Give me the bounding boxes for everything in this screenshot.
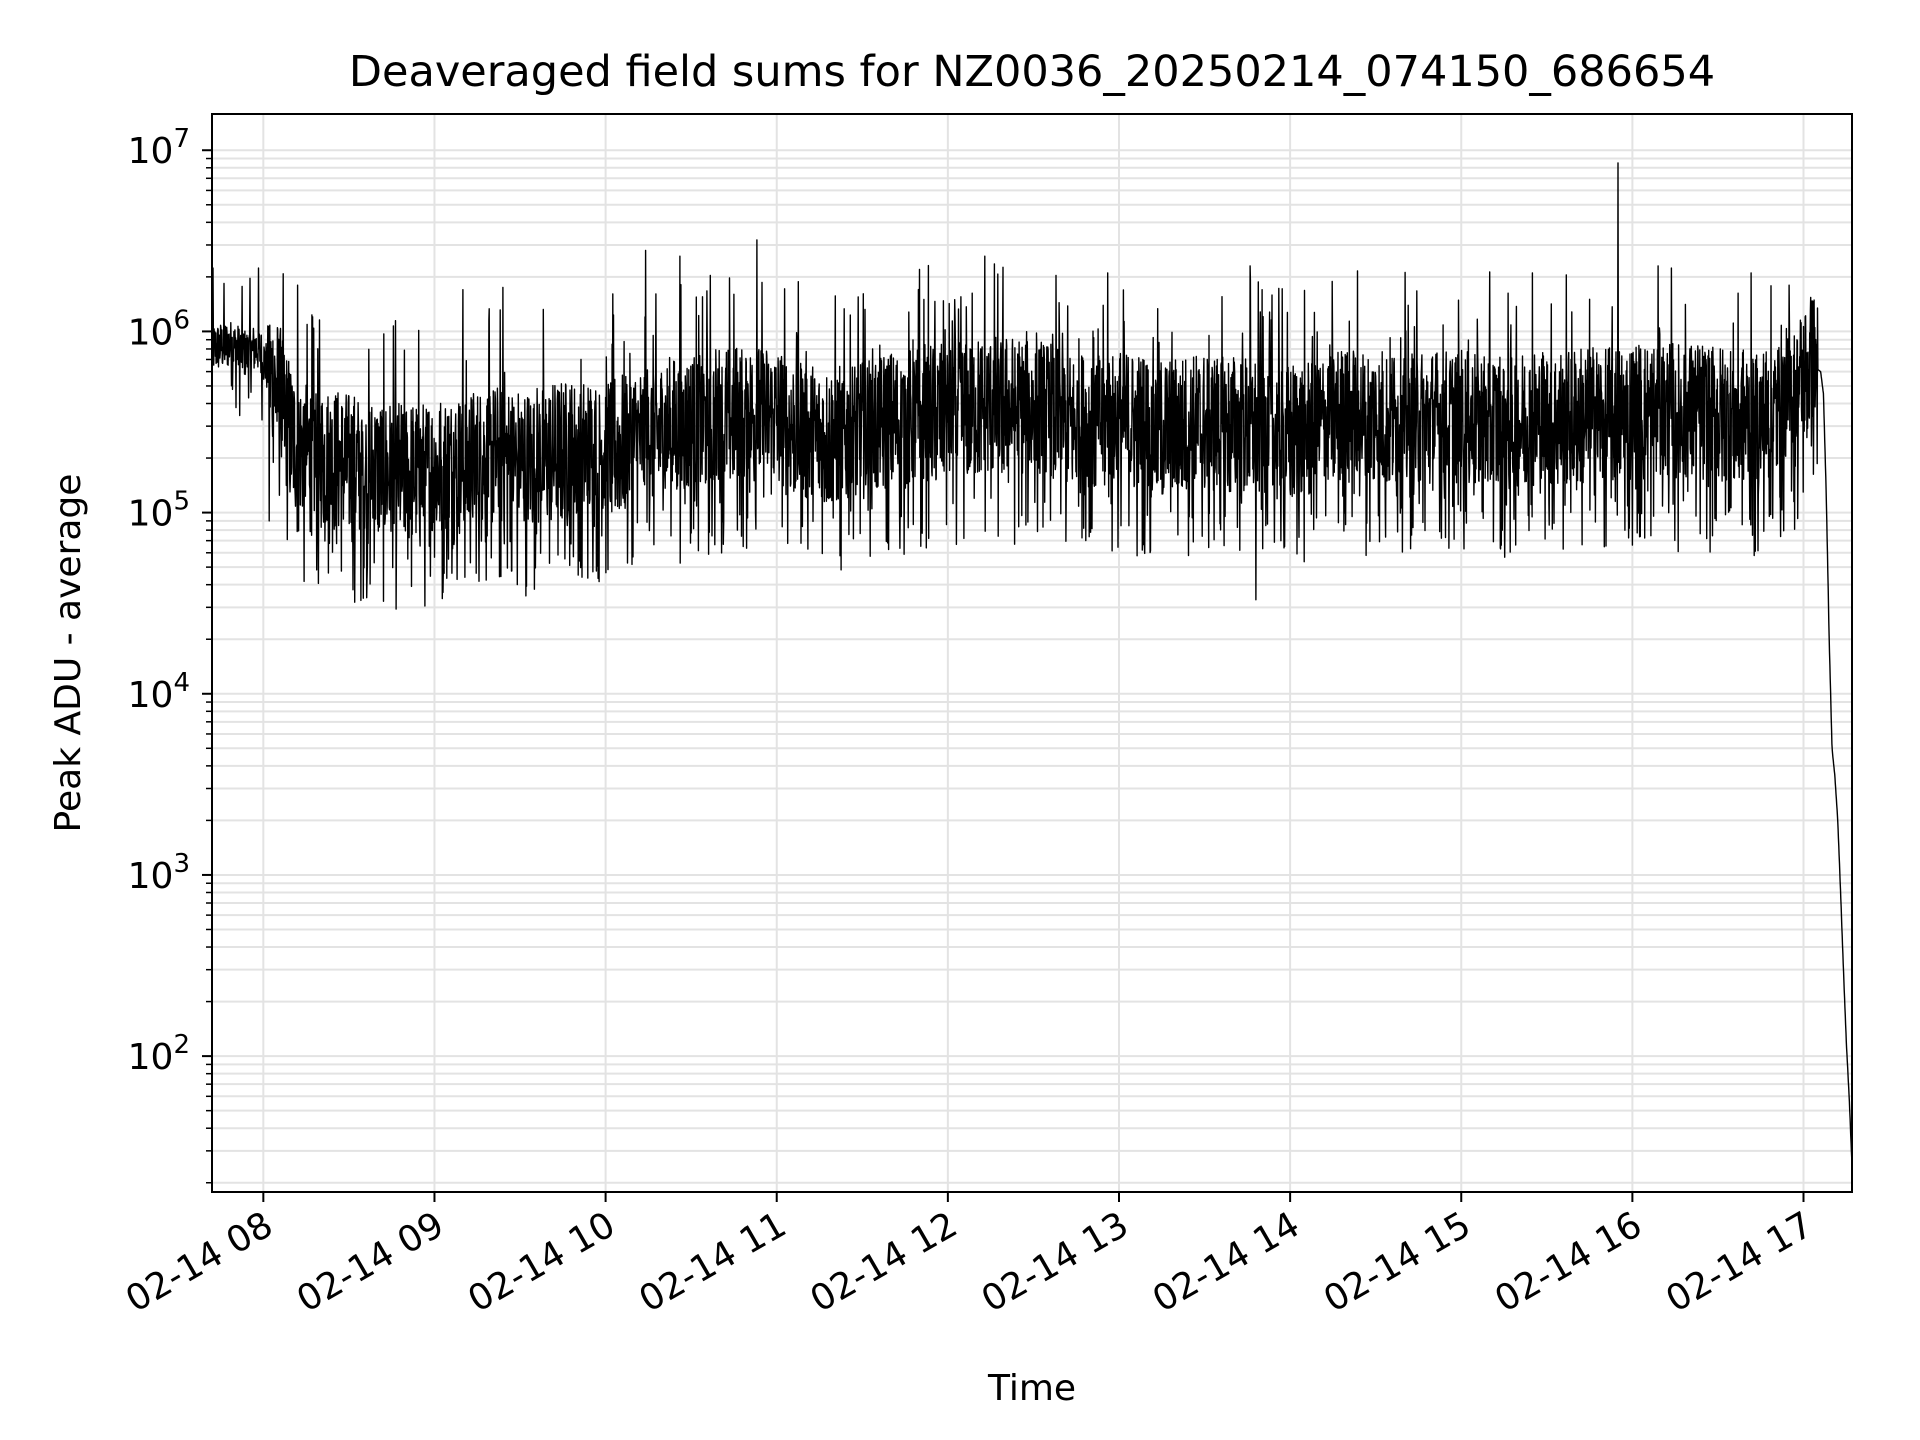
y-tick-label-exponent: 2 bbox=[173, 1030, 190, 1060]
y-tick-label-exponent: 6 bbox=[173, 305, 190, 335]
series-line bbox=[211, 162, 1853, 1160]
x-axis-label: Time bbox=[987, 1368, 1076, 1409]
y-tick-label: 106 bbox=[128, 305, 190, 353]
y-tick-label-base: 10 bbox=[128, 494, 174, 535]
y-tick-label: 103 bbox=[128, 849, 190, 897]
y-tick-label-base: 10 bbox=[128, 1037, 174, 1078]
y-tick-label-exponent: 5 bbox=[173, 487, 190, 517]
y-tick-label-exponent: 4 bbox=[173, 668, 190, 698]
y-tick-label: 102 bbox=[128, 1030, 190, 1078]
plot-frame bbox=[211, 113, 1853, 1193]
y-tick-label-base: 10 bbox=[128, 312, 174, 353]
series-layer bbox=[211, 162, 1853, 1160]
chart-title: Deaveraged field sums for NZ0036_2025021… bbox=[349, 47, 1715, 97]
y-tick-label-base: 10 bbox=[128, 675, 174, 716]
y-tick-label-base: 10 bbox=[128, 131, 174, 172]
y-tick-label-exponent: 3 bbox=[173, 849, 190, 879]
grid bbox=[212, 114, 1852, 1192]
y-axis-label: Peak ADU - average bbox=[48, 474, 89, 833]
y-tick-label-exponent: 7 bbox=[173, 124, 190, 154]
y-tick-label: 104 bbox=[128, 668, 190, 716]
y-tick-label: 105 bbox=[128, 487, 190, 535]
y-tick-label-base: 10 bbox=[128, 856, 174, 897]
y-tick-label: 107 bbox=[128, 124, 190, 172]
